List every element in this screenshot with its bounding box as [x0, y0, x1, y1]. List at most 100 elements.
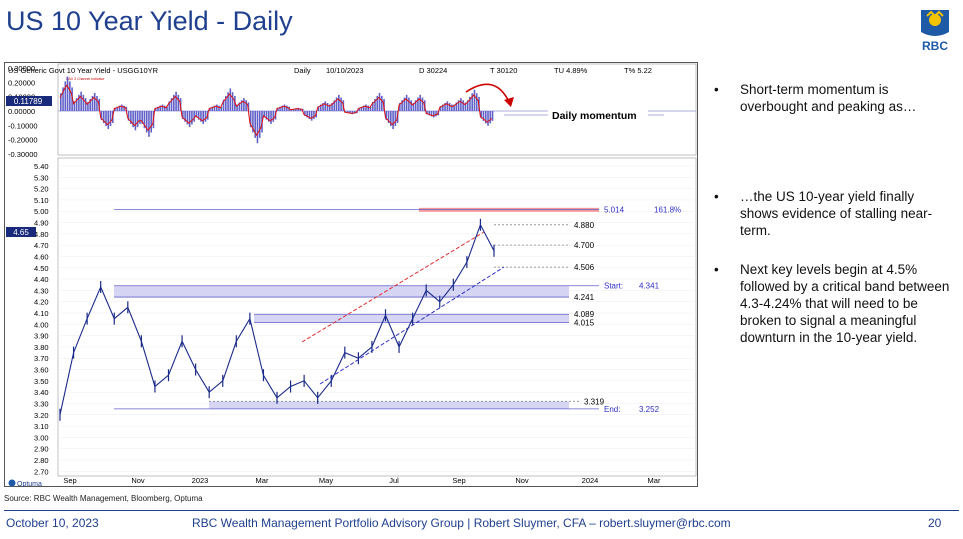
level-label: 4.700: [574, 241, 595, 250]
momentum-bar: [130, 111, 132, 124]
price-tick-label: 5.10: [34, 196, 49, 205]
momentum-bar: [202, 111, 205, 124]
momentum-bar: [64, 81, 67, 111]
lower-channel-line: [319, 266, 505, 385]
momentum-bar: [173, 94, 175, 111]
momentum-bar: [258, 111, 261, 138]
x-tick-label: Mar: [256, 476, 269, 485]
momentum-bar: [222, 99, 225, 111]
momentum-bar: [132, 111, 134, 128]
momentum-bar: [432, 111, 435, 118]
momentum-bar: [405, 94, 408, 111]
svg-text:Optuma: Optuma: [17, 481, 42, 487]
price-tick-label: 4.10: [34, 309, 49, 318]
upper-channel-line: [301, 231, 485, 343]
level-label: 4.015: [574, 319, 595, 328]
momentum-bar: [197, 111, 200, 120]
momentum-bar: [466, 100, 469, 111]
momentum-bar: [448, 102, 451, 111]
arrow-head-icon: [504, 97, 514, 107]
momentum-bar: [209, 107, 211, 111]
momentum-bar: [141, 111, 143, 124]
momentum-bar: [473, 89, 476, 111]
momentum-bar: [453, 104, 455, 111]
momentum-bar: [414, 100, 417, 111]
price-tick-label: 5.20: [34, 185, 49, 194]
momentum-bar: [139, 111, 141, 124]
footer-divider: [4, 510, 959, 511]
momentum-bar: [166, 106, 168, 111]
momentum-bar: [378, 92, 381, 111]
momentum-bar: [123, 105, 125, 111]
momentum-bar: [374, 98, 376, 111]
momentum-bar: [102, 111, 105, 124]
momentum-tick-label: 0.30000: [8, 64, 35, 73]
momentum-bar: [297, 107, 299, 111]
x-tick-label: May: [319, 476, 333, 485]
momentum-bar: [211, 106, 214, 111]
momentum-bar: [365, 104, 367, 111]
bullet-item: • …the US 10-year yield finally shows ev…: [714, 189, 933, 238]
momentum-bar: [491, 111, 494, 121]
bullet-item: • Short-term momentum is overbought and …: [714, 82, 917, 114]
momentum-signal-line: [59, 84, 493, 137]
momentum-bar: [279, 106, 281, 111]
momentum-bar: [380, 95, 383, 111]
momentum-label: Daily momentum: [552, 110, 637, 122]
price-tick-label: 5.30: [34, 173, 49, 182]
momentum-bar: [69, 81, 71, 111]
level-extra-label: 161.8%: [654, 206, 681, 215]
price-tick-label: 4.40: [34, 275, 49, 284]
momentum-bar: [421, 97, 424, 111]
momentum-bar: [313, 111, 315, 120]
momentum-bar: [254, 111, 256, 138]
momentum-bar: [270, 111, 272, 124]
momentum-bar: [238, 102, 241, 111]
momentum-bar: [62, 87, 64, 111]
chart-date: 10/10/2023: [326, 66, 364, 75]
momentum-bar: [299, 108, 302, 111]
momentum-bar: [195, 111, 198, 118]
momentum-bar: [145, 111, 148, 133]
momentum-bar: [462, 100, 464, 111]
price-tick-label: 3.10: [34, 422, 49, 431]
level-label: 4.506: [574, 263, 595, 272]
rbc-logo: RBC: [913, 6, 957, 56]
momentum-bar: [243, 98, 245, 111]
momentum-bar: [188, 111, 191, 128]
x-tick-label: Sep: [452, 476, 465, 485]
momentum-bar: [265, 111, 268, 120]
price-tick-label: 4.60: [34, 252, 49, 261]
x-tick-label: Mar: [648, 476, 661, 485]
momentum-bar: [444, 102, 446, 111]
momentum-bar: [480, 111, 483, 119]
support-band-3319-3252: [209, 401, 569, 409]
momentum-bar: [267, 111, 270, 122]
bullet-item: • Next key levels begin at 4.5% followed…: [714, 262, 950, 345]
resistance-band-4341-4241: [114, 285, 569, 298]
momentum-bar: [367, 105, 370, 111]
momentum-bar: [283, 104, 286, 111]
momentum-bar: [290, 109, 293, 111]
chart-d: D 30224: [419, 66, 447, 75]
price-tick-label: 3.70: [34, 354, 49, 363]
lion-emblem-icon: [929, 14, 941, 26]
momentum-bar: [82, 94, 85, 111]
momentum-bar: [245, 100, 247, 111]
slide-title: US 10 Year Yield - Daily: [6, 6, 293, 36]
momentum-tick-label: -0.30000: [8, 150, 38, 159]
momentum-bar: [229, 88, 232, 111]
momentum-bar: [204, 111, 207, 122]
momentum-tick-label: -0.10000: [8, 121, 38, 130]
level-label: 5.014: [604, 206, 625, 215]
momentum-bar: [277, 107, 279, 111]
footer-date: October 10, 2023: [6, 516, 99, 530]
momentum-bar: [353, 111, 356, 114]
level-label: 4.880: [574, 221, 595, 230]
momentum-bar: [281, 105, 284, 111]
momentum-bar: [484, 111, 487, 124]
momentum-bar: [426, 111, 428, 115]
momentum-bar: [358, 107, 360, 111]
momentum-bar: [109, 111, 112, 127]
momentum-bar: [286, 105, 288, 111]
